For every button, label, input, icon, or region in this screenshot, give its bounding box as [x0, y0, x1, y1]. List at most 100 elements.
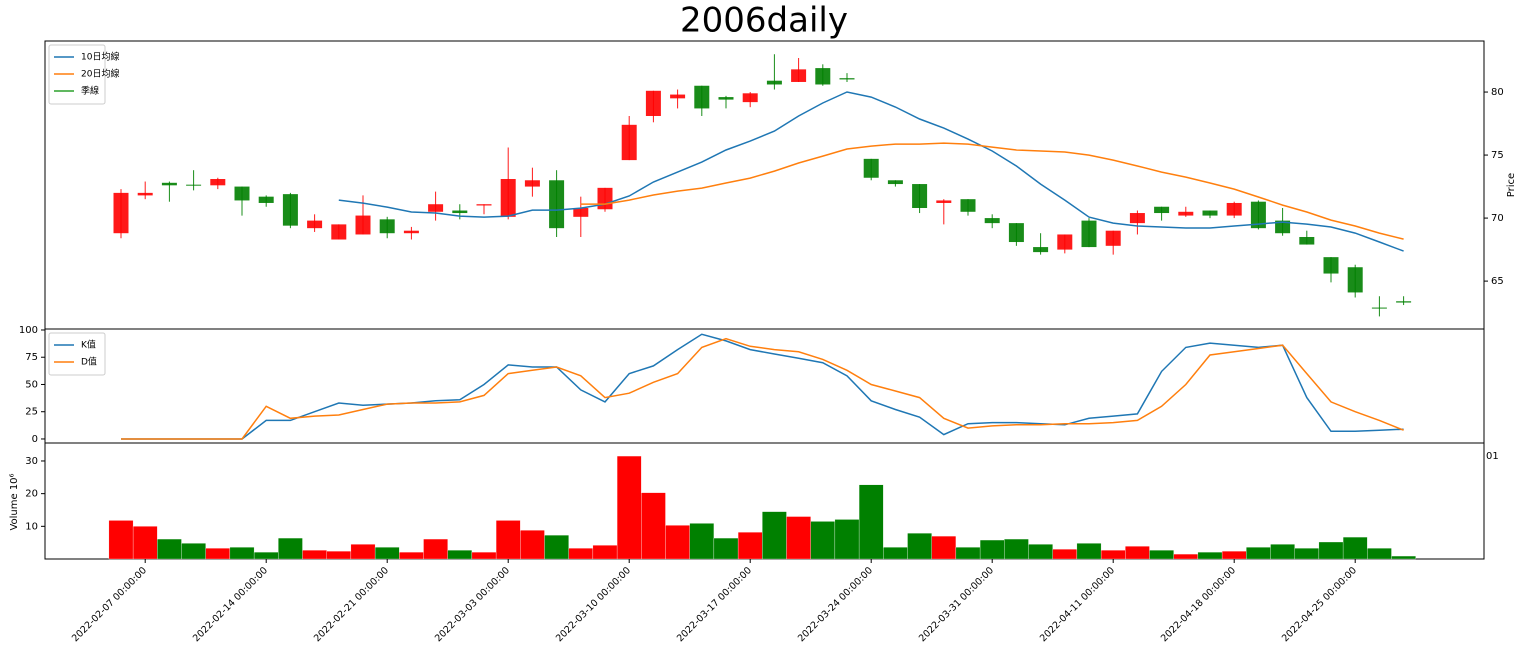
candle-body: [476, 204, 492, 206]
candle-body: [1129, 213, 1145, 224]
candle-body: [137, 192, 153, 196]
volume-bar: [447, 550, 473, 560]
volume-bar: [858, 484, 884, 560]
candle-body: [186, 184, 202, 186]
volume-bar: [229, 547, 255, 560]
volume-bar: [181, 543, 206, 560]
volume-bar: [399, 551, 424, 560]
candle-body: [1371, 307, 1387, 309]
volume-bar: [568, 548, 594, 560]
volume-bar: [423, 538, 448, 560]
candle-body: [113, 192, 129, 234]
candle-body: [1057, 234, 1073, 250]
candle-body: [984, 218, 1000, 224]
volume-bar: [1391, 555, 1416, 560]
ma-line: [338, 91, 1404, 252]
candle-body: [839, 78, 855, 80]
chart-title: 2006daily: [680, 1, 848, 41]
legend-label: 季線: [81, 85, 99, 97]
y-tick-label: 80: [1491, 87, 1504, 98]
candle-body: [863, 158, 879, 178]
candle-body: [1081, 220, 1097, 248]
volume-bar: [1149, 550, 1174, 560]
volume-bar: [1367, 548, 1392, 560]
volume-bar: [786, 516, 811, 560]
candle-body: [307, 220, 323, 229]
candle-body: [234, 186, 250, 201]
candle-body: [766, 80, 782, 85]
volume-bar: [374, 547, 400, 560]
candle-body: [1347, 267, 1363, 293]
candle-body: [1323, 257, 1339, 274]
volume-bar: [205, 548, 231, 560]
volume-bar: [1246, 547, 1271, 560]
volume-bar: [544, 534, 569, 560]
y-tick-label: 70: [1491, 213, 1504, 224]
volume-bar: [979, 539, 1005, 560]
candle-body: [694, 85, 710, 109]
candle-body: [912, 184, 928, 209]
volume-bar: [1100, 550, 1126, 560]
y-tick-label: 25: [25, 407, 38, 418]
volume-bar: [1052, 549, 1078, 560]
volume-bar: [883, 547, 908, 560]
volume-bar: [326, 551, 352, 560]
volume-bar: [834, 519, 860, 560]
volume-bar: [302, 550, 327, 560]
y-tick-label: 100: [19, 325, 38, 336]
volume-bar: [132, 526, 158, 560]
legend-label: D值: [81, 356, 97, 368]
volume-bar: [1125, 546, 1150, 560]
candle-body: [597, 187, 613, 210]
candle-body: [815, 68, 831, 85]
volume-bar: [931, 535, 957, 560]
y-tick-label: 65: [1491, 276, 1504, 287]
volume-bar: [641, 492, 666, 560]
legend-label: K值: [81, 339, 96, 351]
y-axis-label: Volume 10⁶: [9, 473, 20, 530]
volume-bar: [157, 538, 182, 560]
volume-bar: [1221, 551, 1247, 560]
y-tick-label: 20: [25, 489, 38, 500]
volume-bar: [1076, 543, 1102, 560]
candle-body: [887, 180, 903, 185]
volume-bar: [108, 520, 134, 560]
y-tick-label: 10: [25, 521, 38, 532]
candle-body: [355, 215, 371, 235]
candle-body: [1275, 220, 1291, 234]
volume-bar: [737, 532, 763, 560]
kd-line: [121, 337, 1404, 440]
candle-body: [960, 199, 976, 212]
candle-body: [452, 210, 468, 214]
legend-box: [48, 332, 106, 376]
kd-line: [121, 333, 1404, 440]
candle-body: [524, 180, 540, 187]
ma-line: [580, 142, 1404, 240]
candle-body: [936, 200, 952, 203]
legend-box: [48, 44, 106, 105]
candle-body: [573, 208, 589, 217]
candle-body: [791, 69, 807, 82]
y-tick-label: 0: [32, 434, 38, 445]
candle-body: [1396, 301, 1412, 303]
volume-bar: [689, 523, 715, 560]
volume-bar: [520, 530, 545, 560]
volume-bar: [1270, 544, 1295, 560]
candle-body: [742, 93, 758, 103]
candle-body: [282, 194, 298, 226]
volume-bar: [955, 547, 981, 560]
volume-bar: [713, 537, 739, 560]
candle-body: [718, 97, 734, 100]
candle-body: [500, 179, 516, 217]
volume-bar: [1294, 548, 1320, 560]
candle-body: [161, 182, 177, 186]
volume-bar: [1173, 553, 1199, 560]
volume-bar: [762, 511, 787, 560]
y-tick-label: 75: [1491, 150, 1504, 161]
candle-body: [1008, 223, 1024, 243]
volume-bar: [665, 525, 690, 560]
volume-bar: [616, 455, 642, 560]
candle-body: [1105, 230, 1121, 246]
volume-bar: [471, 551, 497, 560]
candle-body: [379, 219, 395, 234]
